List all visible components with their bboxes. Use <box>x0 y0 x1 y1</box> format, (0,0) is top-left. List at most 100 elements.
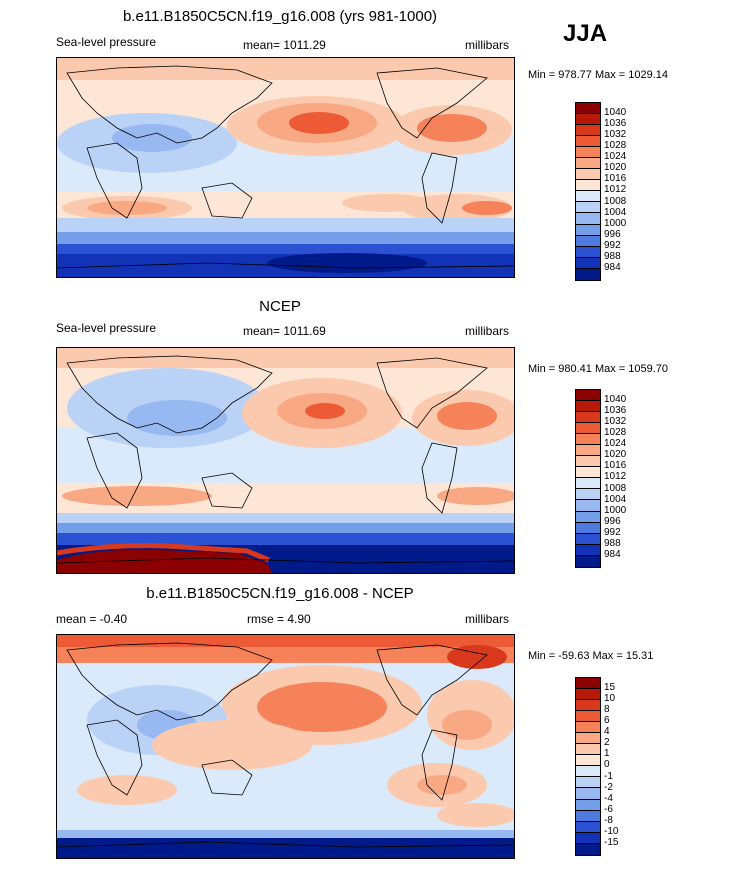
colorbar-swatch <box>576 246 600 258</box>
colorbar-tick-label: -4 <box>604 792 613 804</box>
colorbar-tick-label: 992 <box>604 526 621 538</box>
colorbar-tick-label: 1024 <box>604 151 627 163</box>
colorbar-swatch <box>576 744 600 756</box>
colorbar-swatch <box>576 268 600 280</box>
colorbar-tick-label: -10 <box>604 825 619 837</box>
panel2-units: millibars <box>465 324 510 338</box>
panel3-mean: mean = -0.40 <box>56 612 128 626</box>
panel3-colorbar <box>575 677 601 856</box>
panel2-left-label: Sea-level pressure <box>56 321 157 335</box>
colorbar-swatch <box>576 224 600 236</box>
panel1-title: b.e11.B1850C5CN.f19_g16.008 (yrs 981-100… <box>122 8 438 25</box>
colorbar-tick-label: 1032 <box>604 129 627 141</box>
colorbar-tick-label: -6 <box>604 803 613 815</box>
colorbar-tick-label: -1 <box>604 770 613 782</box>
colorbar-tick-label: 1012 <box>604 471 627 483</box>
panel3-minmax: Min = -59.63 Max = 15.31 <box>528 650 654 662</box>
colorbar-swatch <box>576 766 600 778</box>
colorbar-swatch <box>576 489 600 501</box>
colorbar-tick-label: 984 <box>604 548 621 560</box>
colorbar-tick-label: 10 <box>604 693 616 705</box>
panel1-map <box>56 57 515 278</box>
colorbar-swatch <box>576 478 600 490</box>
colorbar-tick-label: -8 <box>604 814 613 826</box>
colorbar-tick-label: 15 <box>604 682 616 694</box>
colorbar-swatch <box>576 843 600 855</box>
season-label: JJA <box>563 20 608 47</box>
colorbar-swatch <box>576 777 600 789</box>
colorbar-swatch <box>576 456 600 468</box>
colorbar-tick-label: 1008 <box>604 482 627 494</box>
colorbar-swatch <box>576 511 600 523</box>
colorbar-tick-label: 2 <box>604 737 610 749</box>
colorbar-swatch <box>576 788 600 800</box>
colorbar-swatch <box>576 467 600 479</box>
colorbar-tick-label: 1028 <box>604 140 627 152</box>
colorbar-tick-label: 6 <box>604 715 610 727</box>
colorbar-swatch <box>576 555 600 567</box>
colorbar-tick-label: 1020 <box>604 162 627 174</box>
colorbar-swatch <box>576 213 600 225</box>
colorbar-swatch <box>576 169 600 181</box>
colorbar-tick-label: 1040 <box>604 394 627 406</box>
colorbar-tick-label: 1036 <box>604 118 627 130</box>
colorbar-swatch <box>576 103 600 115</box>
colorbar-swatch <box>576 799 600 811</box>
colorbar-swatch <box>576 423 600 435</box>
colorbar-tick-label: 8 <box>604 704 610 716</box>
colorbar-tick-label: 1 <box>604 748 610 760</box>
colorbar-swatch <box>576 257 600 269</box>
colorbar-tick-label: 1004 <box>604 493 627 505</box>
colorbar-swatch <box>576 445 600 457</box>
colorbar-tick-label: 4 <box>604 726 610 738</box>
colorbar-swatch <box>576 434 600 446</box>
colorbar-tick-label: 1000 <box>604 217 627 229</box>
colorbar-swatch <box>576 401 600 413</box>
colorbar-swatch <box>576 180 600 192</box>
colorbar-tick-label: 984 <box>604 261 621 273</box>
colorbar-swatch <box>576 158 600 170</box>
colorbar-tick-label: 1000 <box>604 504 627 516</box>
colorbar-swatch <box>576 689 600 701</box>
colorbar-swatch <box>576 136 600 148</box>
panel3-map <box>56 634 515 859</box>
colorbar-swatch <box>576 412 600 424</box>
colorbar-swatch <box>576 191 600 203</box>
colorbar-swatch <box>576 500 600 512</box>
colorbar-swatch <box>576 755 600 767</box>
colorbar-tick-label: 1040 <box>604 107 627 119</box>
colorbar-swatch <box>576 821 600 833</box>
colorbar-tick-label: 996 <box>604 228 621 240</box>
colorbar-tick-label: 1004 <box>604 206 627 218</box>
panel1-minmax: Min = 978.77 Max = 1029.14 <box>528 69 669 81</box>
colorbar-tick-label: 1032 <box>604 416 627 428</box>
colorbar-tick-label: 1028 <box>604 427 627 439</box>
panel3-title: b.e11.B1850C5CN.f19_g16.008 - NCEP <box>146 585 414 602</box>
colorbar-tick-label: 1024 <box>604 438 627 450</box>
colorbar-swatch <box>576 711 600 723</box>
colorbar-swatch <box>576 114 600 126</box>
colorbar-tick-label: 1020 <box>604 449 627 461</box>
colorbar-swatch <box>576 235 600 247</box>
colorbar-tick-label: 992 <box>604 239 621 251</box>
colorbar-swatch <box>576 202 600 214</box>
panel1-left-label: Sea-level pressure <box>56 35 157 49</box>
colorbar-swatch <box>576 832 600 844</box>
colorbar-tick-label: 1016 <box>604 460 627 472</box>
colorbar-swatch <box>576 810 600 822</box>
colorbar-tick-label: 988 <box>604 250 621 262</box>
colorbar-swatch <box>576 147 600 159</box>
panel2-title: NCEP <box>259 298 301 315</box>
colorbar-tick-label: 0 <box>604 759 610 771</box>
colorbar-swatch <box>576 733 600 745</box>
colorbar-swatch <box>576 544 600 556</box>
colorbar-tick-label: 988 <box>604 537 621 549</box>
colorbar-swatch <box>576 722 600 734</box>
colorbar-tick-label: -2 <box>604 781 613 793</box>
colorbar-tick-label: 1012 <box>604 184 627 196</box>
colorbar-tick-label: 1016 <box>604 173 627 185</box>
colorbar-tick-label: 1036 <box>604 405 627 417</box>
panel1-colorbar <box>575 102 601 281</box>
panel1-mean: mean= 1011.29 <box>243 38 326 52</box>
colorbar-swatch <box>576 533 600 545</box>
